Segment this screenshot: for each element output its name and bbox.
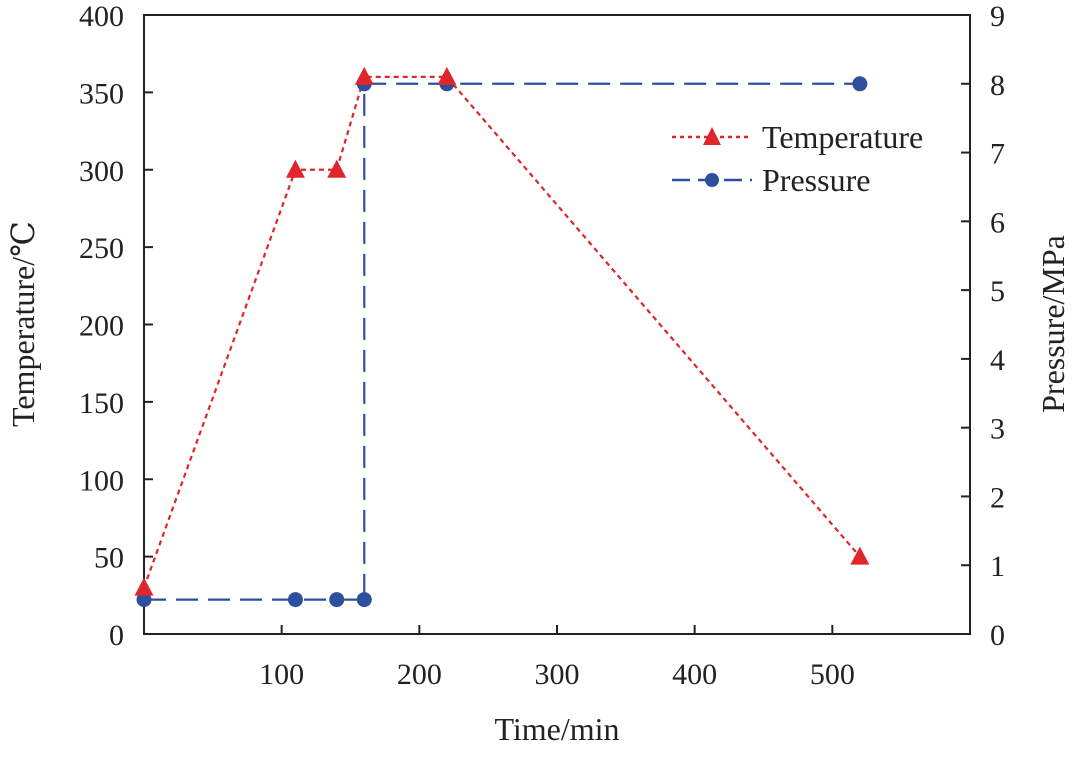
y-left-tick-label: 400 xyxy=(79,0,124,33)
pressure-point xyxy=(329,592,345,608)
temperature-point xyxy=(850,546,870,565)
y-left-tick-label: 200 xyxy=(79,310,124,343)
y-right-tick-label: 6 xyxy=(990,206,1005,239)
x-tick-label: 200 xyxy=(397,658,442,691)
y-axis-right-label: Pressure/MPa xyxy=(1035,235,1071,413)
y-right-tick-label: 0 xyxy=(990,619,1005,652)
y-left-tick-label: 150 xyxy=(79,387,124,420)
x-axis-label: Time/min xyxy=(494,711,619,747)
y-right-tick-label: 3 xyxy=(990,413,1005,446)
y-left-tick-label: 0 xyxy=(109,619,124,652)
y-right-tick-label: 4 xyxy=(990,344,1005,377)
plot-frame xyxy=(143,14,971,635)
y-right-tick-label: 2 xyxy=(990,481,1005,514)
y-right-tick-label: 8 xyxy=(990,69,1005,102)
y-right-tick-label: 5 xyxy=(990,275,1005,308)
temperature-point xyxy=(437,66,457,85)
legend-pressure-marker xyxy=(705,173,719,187)
temperature-point xyxy=(285,159,305,178)
y-left-tick-label: 50 xyxy=(94,542,124,575)
temperature-point xyxy=(327,159,347,178)
ticks-layer: 100 200 300 400 500 0 50 100 150 200 250 300 350 400 0… xyxy=(79,0,1005,691)
legend-temperature-marker xyxy=(703,127,721,145)
pressure-point xyxy=(136,592,152,608)
y-right-tick-label: 9 xyxy=(990,0,1005,33)
pressure-point xyxy=(852,76,868,92)
y-left-tick-label: 100 xyxy=(79,464,124,497)
y-left-tick-label: 350 xyxy=(79,77,124,110)
series-layer xyxy=(134,66,870,608)
y-left-tick-label: 300 xyxy=(79,155,124,188)
x-tick-label: 100 xyxy=(259,658,304,691)
legend-pressure-label: Pressure xyxy=(762,162,870,198)
x-tick-label: 300 xyxy=(535,658,580,691)
temperature-point xyxy=(354,66,374,85)
pressure-point xyxy=(287,592,303,608)
legend: Temperature Pressure xyxy=(672,119,923,198)
temperature-point xyxy=(134,577,154,596)
pressure-series-line xyxy=(144,82,860,601)
y-right-tick-label: 7 xyxy=(990,138,1005,171)
x-tick-label: 500 xyxy=(810,658,855,691)
legend-temperature-label: Temperature xyxy=(762,119,923,155)
y-right-tick-label: 1 xyxy=(990,550,1005,583)
x-tick-label: 400 xyxy=(672,658,717,691)
pressure-point xyxy=(356,592,372,608)
temperature-series-line xyxy=(142,75,861,588)
y-left-tick-label: 250 xyxy=(79,232,124,265)
y-axis-left-label: Temperature/℃ xyxy=(5,221,41,427)
